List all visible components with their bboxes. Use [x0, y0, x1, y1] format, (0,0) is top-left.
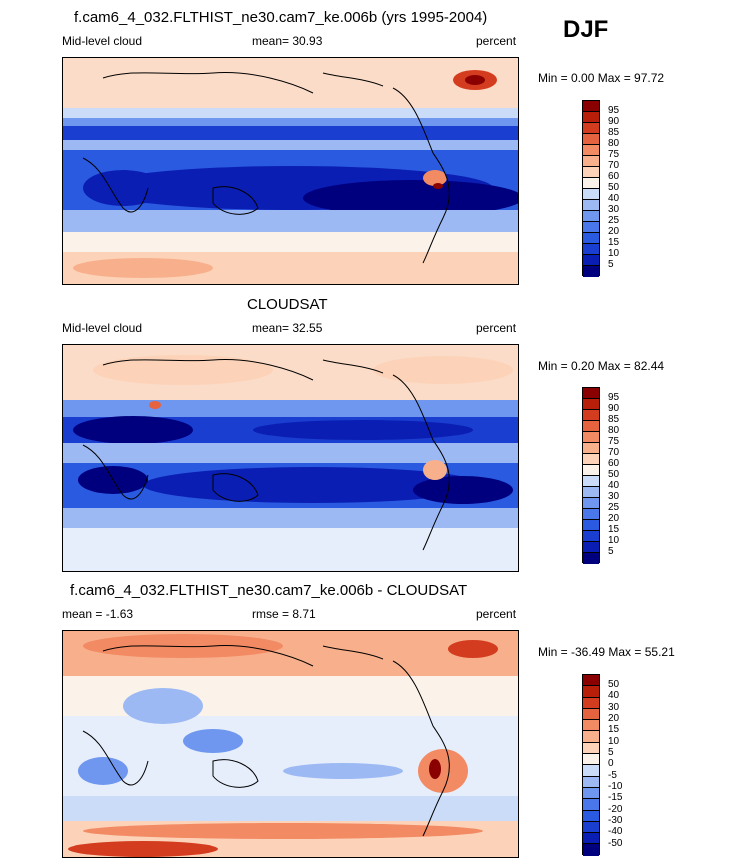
panel1-cb-label: 90: [608, 116, 620, 127]
panel1-cb-label: 10: [608, 248, 620, 259]
panel2-right-label: percent: [476, 321, 517, 335]
panel3-cb-label: 40: [608, 690, 620, 701]
panel2-cb-label: 75: [608, 436, 620, 447]
panel1-minmax: Min = 0.00 Max = 97.72: [538, 71, 665, 85]
panel3-cb-label: 10: [608, 736, 620, 747]
panel3-cb-label: 50: [608, 679, 620, 690]
panel2-cb-label: 20: [608, 513, 620, 524]
panel2-cb-label: 70: [608, 447, 620, 458]
panel3-colorbar: [582, 674, 600, 856]
panel3-cb-label: -5: [608, 770, 617, 781]
panel1-cb-label: 50: [608, 182, 620, 193]
panel2-map-field: [63, 345, 518, 571]
panel2-cb-label: 30: [608, 491, 620, 502]
panel1-center-label: mean= 30.93: [252, 34, 323, 48]
panel3-cb-label: -20: [608, 804, 623, 815]
panel3-cb-label: -40: [608, 826, 623, 837]
panel2-map: [62, 344, 519, 572]
panel1-cb-label: 85: [608, 127, 620, 138]
panel1-title: f.cam6_4_032.FLTHIST_ne30.cam7_ke.006b (…: [74, 9, 488, 26]
panel2-cb-label: 10: [608, 535, 620, 546]
panel2-center-label: mean= 32.55: [252, 321, 323, 335]
panel2-minmax: Min = 0.20 Max = 82.44: [538, 359, 665, 373]
panel3-cb-label: -30: [608, 815, 623, 826]
panel2-cb-label: 50: [608, 469, 620, 480]
panel3-title: f.cam6_4_032.FLTHIST_ne30.cam7_ke.006b -…: [70, 582, 468, 599]
panel2-cb-label: 80: [608, 425, 620, 436]
panel2-colorbar: [582, 387, 600, 564]
panel3-map-field: [63, 631, 518, 857]
panel2-cb-label: 60: [608, 458, 620, 469]
panel2-left-label: Mid-level cloud: [62, 321, 143, 335]
panel1-cb-label: 25: [608, 215, 620, 226]
panel3-left-label: mean = -1.63: [62, 607, 134, 621]
panel1-right-label: percent: [476, 34, 517, 48]
panel3-cb-label: 20: [608, 713, 620, 724]
panel1-cb-label: 80: [608, 138, 620, 149]
panel1-map: [62, 57, 519, 285]
panel2-cb-label: 15: [608, 524, 620, 535]
panel1-left-label: Mid-level cloud: [62, 34, 143, 48]
panel3-cb-label: -10: [608, 781, 623, 792]
panel3-cb-label: -15: [608, 792, 623, 803]
panel2-cb-label: 40: [608, 480, 620, 491]
panel3-cb-label: 30: [608, 702, 620, 713]
panel2-cb-label: 85: [608, 414, 620, 425]
panel1-cb-label: 40: [608, 193, 620, 204]
panel3-cb-label: 5: [608, 747, 614, 758]
panel1-cb-label: 95: [608, 105, 620, 116]
panel2-cb-label: 90: [608, 403, 620, 414]
panel1-colorbar: [582, 100, 600, 277]
panel3-map: [62, 630, 519, 858]
panel1-cb-label: 70: [608, 160, 620, 171]
panel1-cb-label: 5: [608, 259, 614, 270]
panel2-cb-label: 5: [608, 546, 614, 557]
panel3-cb-label: 0: [608, 758, 614, 769]
panel3-minmax: Min = -36.49 Max = 55.21: [538, 645, 675, 659]
panel1-cb-label: 20: [608, 226, 620, 237]
panel1-cb-label: 15: [608, 237, 620, 248]
panel3-cb-label: 15: [608, 724, 620, 735]
panel3-right-label: percent: [476, 607, 517, 621]
panel1-cb-label: 60: [608, 171, 620, 182]
season-label: DJF: [563, 16, 609, 43]
panel2-cb-label: 25: [608, 502, 620, 513]
panel3-center-label: rmse = 8.71: [252, 607, 316, 621]
panel1-map-field: [63, 58, 518, 284]
panel2-cb-label: 95: [608, 392, 620, 403]
panel2-title: CLOUDSAT: [247, 296, 328, 313]
panel1-cb-label: 75: [608, 149, 620, 160]
panel3-cb-label: -50: [608, 838, 623, 849]
panel1-cb-label: 30: [608, 204, 620, 215]
